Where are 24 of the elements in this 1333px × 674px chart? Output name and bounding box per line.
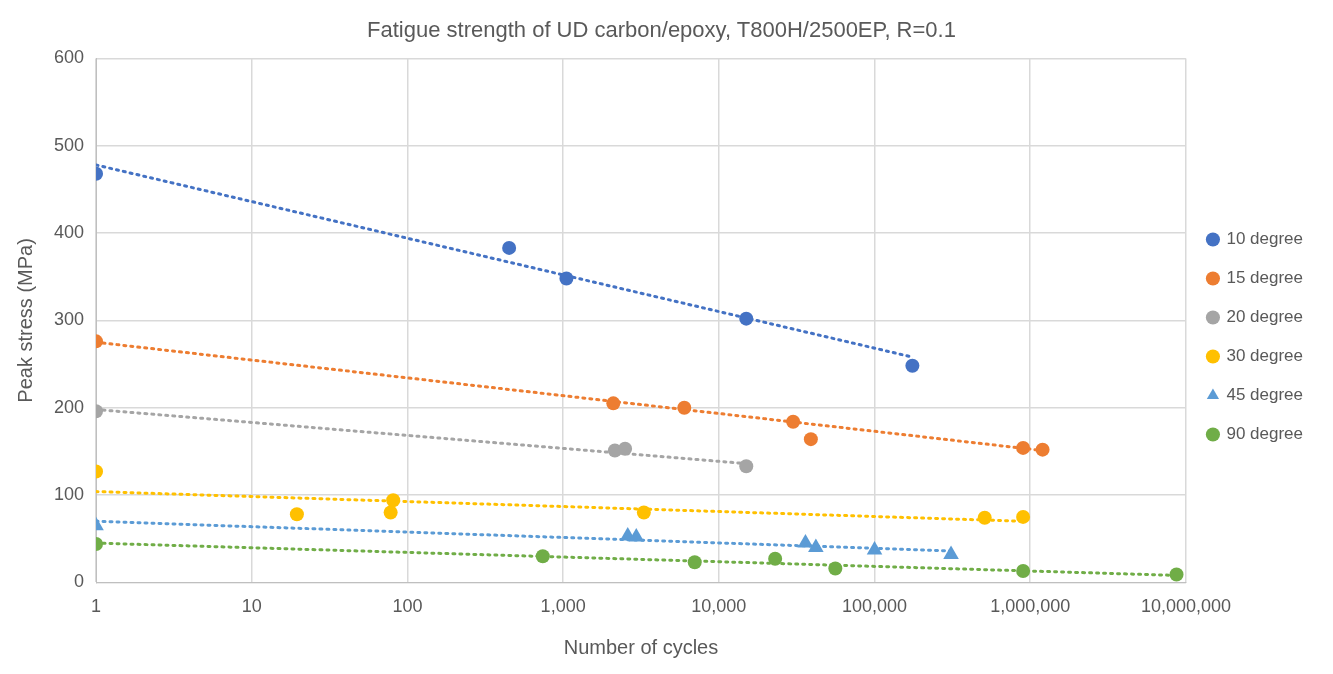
- y-tick-label: 500: [53, 134, 85, 155]
- legend-label: 20 degree: [1226, 307, 1304, 327]
- x-tick-label: 1,000: [540, 596, 586, 617]
- x-axis-title: Number of cycles: [563, 635, 719, 658]
- y-tick-label: 0: [74, 571, 85, 592]
- legend-label: 45 degree: [1226, 385, 1304, 405]
- legend-label: 30 degree: [1226, 346, 1304, 366]
- y-tick-label: 400: [53, 222, 85, 243]
- y-axis-title: Peak stress (MPa): [13, 238, 36, 403]
- y-tick-label: 600: [53, 47, 85, 68]
- x-tick-label: 1: [91, 596, 102, 617]
- x-tick-label: 100: [392, 596, 423, 617]
- y-tick-label: 300: [53, 309, 85, 330]
- x-tick-label: 10,000,000: [1140, 596, 1231, 617]
- x-tick-label: 10: [241, 596, 262, 617]
- x-tick-label: 1,000,000: [990, 596, 1071, 617]
- y-tick-label: 200: [53, 396, 85, 417]
- x-tick-label: 100,000: [841, 596, 908, 617]
- legend-label: 10 degree: [1226, 229, 1304, 249]
- legend-label: 15 degree: [1226, 268, 1304, 288]
- chart-title: Fatigue strength of UD carbon/epoxy, T800H/2500EP, R=0.1: [367, 17, 956, 43]
- legend-label: 90 degree: [1226, 424, 1304, 444]
- y-tick-label: 100: [53, 484, 85, 505]
- x-tick-label: 10,000: [691, 596, 747, 617]
